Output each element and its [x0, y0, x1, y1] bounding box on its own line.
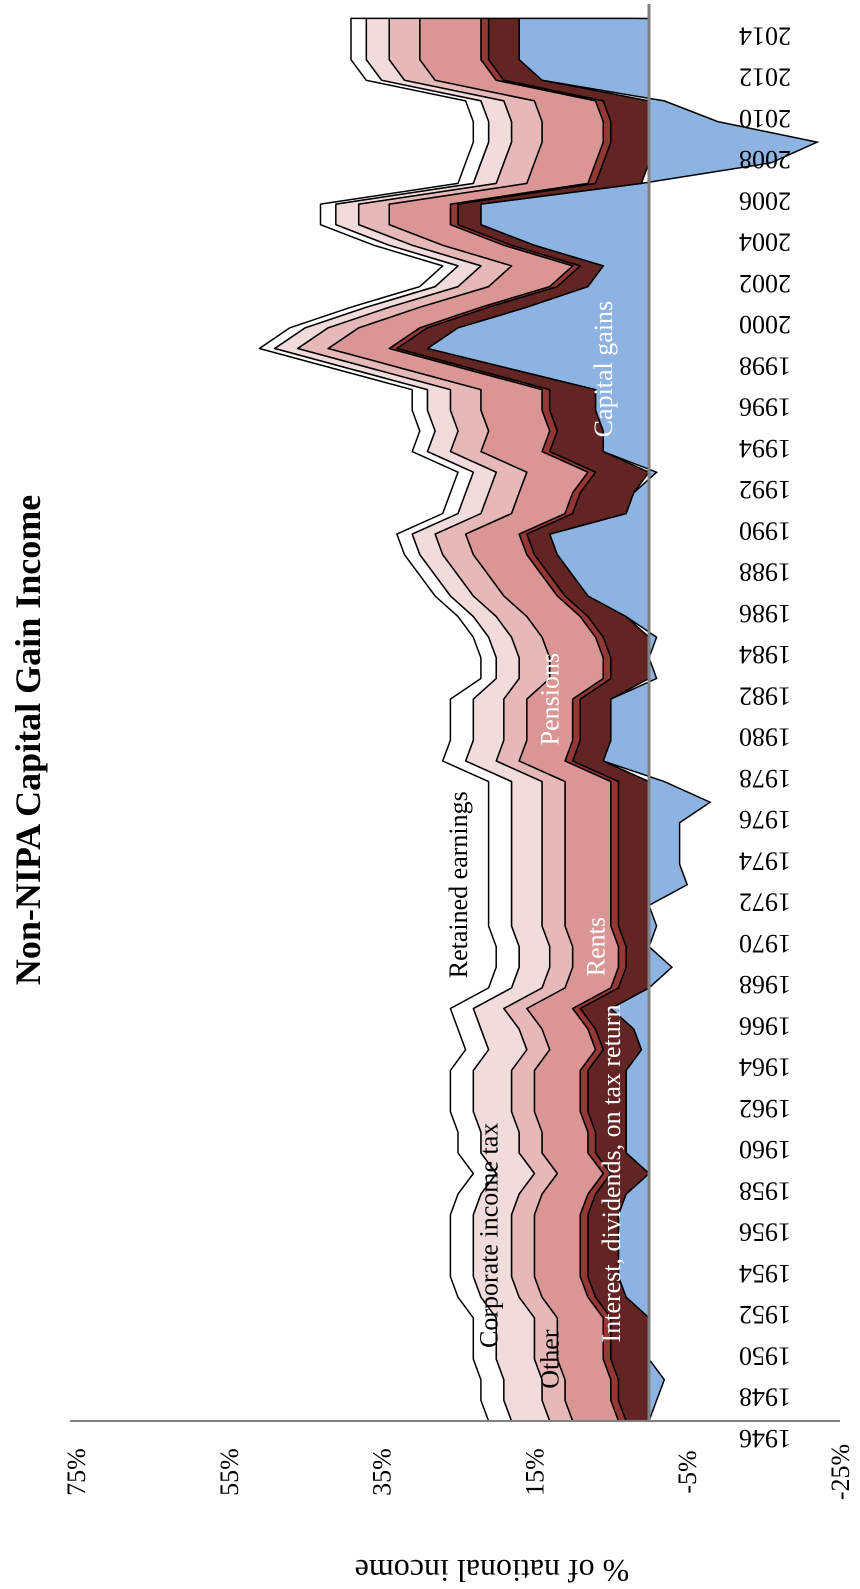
plot-area: [258, 17, 820, 1422]
x-tick-label: 2010: [739, 104, 791, 133]
x-tick-label: 1994: [739, 434, 791, 463]
x-tick-label: 1986: [739, 599, 791, 628]
x-tick-label: 1946: [739, 1424, 791, 1453]
y-tick-label: 35%: [368, 1448, 397, 1496]
x-tick-label: 1968: [739, 970, 791, 999]
x-tick-label: 1956: [739, 1218, 791, 1247]
x-tick-label: 1976: [739, 805, 791, 834]
x-tick-label: 1972: [739, 888, 791, 917]
x-tick-label: 2002: [739, 269, 791, 298]
series-annotation: Pensions: [536, 653, 565, 745]
x-tick-label: 1990: [739, 516, 791, 545]
y-tick-label: 15%: [520, 1448, 549, 1496]
x-tick-label: 2000: [739, 310, 791, 339]
x-tick-label: 1992: [739, 475, 791, 504]
x-tick-label: 1970: [739, 929, 791, 958]
x-tick-label: 1984: [739, 640, 791, 669]
x-tick-label: 1962: [739, 1094, 791, 1123]
x-tick-label: 1948: [739, 1383, 791, 1412]
series-annotation: Retained earnings: [444, 791, 473, 978]
y-tick-label: -25%: [826, 1444, 855, 1500]
annotation-layer: Other Interest, dividends, on tax return C…: [444, 301, 626, 1389]
x-tick-label: 1966: [739, 1011, 791, 1040]
x-tick-label: 1960: [739, 1135, 791, 1164]
x-tick-label: 1952: [739, 1300, 791, 1329]
y-tick-label: 55%: [215, 1448, 244, 1496]
y-axis-title: % of national income: [355, 1553, 630, 1589]
series-area-retained-earnings: [258, 17, 520, 1422]
x-tick-label: 1982: [739, 681, 791, 710]
x-tick-label: 1978: [739, 764, 791, 793]
y-tick-label: -5%: [673, 1450, 702, 1493]
x-tick-label: 2004: [739, 228, 791, 257]
x-tick-label: 2012: [739, 63, 791, 92]
x-tick-label: 1954: [739, 1259, 791, 1288]
series-annotation: Interest, dividends, on tax return: [597, 1005, 626, 1343]
series-annotation: Corporate income tax: [475, 1123, 504, 1348]
series-annotation: Rents: [582, 917, 611, 976]
x-tick-label: 1980: [739, 723, 791, 752]
x-tick-label: 1950: [739, 1341, 791, 1370]
y-tick-label: 75%: [62, 1448, 91, 1496]
x-tick-label: 2008: [739, 145, 791, 174]
x-tick-label: 1964: [739, 1053, 791, 1082]
x-tick-label: 2014: [739, 21, 791, 50]
x-tick-label: 1996: [739, 393, 791, 422]
series-annotation: Other: [536, 1329, 565, 1389]
chart-title: Non-NIPA Capital Gain Income: [8, 495, 48, 985]
x-tick-label: 1988: [739, 558, 791, 587]
axes: 75% 55% 35% 15% -5% -25% 1946 1948 1950 1952 1954 1…: [62, 4, 855, 1500]
x-tick-label: 1958: [739, 1176, 791, 1205]
series-annotation: Capital gains: [589, 301, 618, 437]
x-tick-label: 1998: [739, 351, 791, 380]
x-tick-label: 1974: [739, 846, 791, 875]
x-tick-label: 2006: [739, 186, 791, 215]
